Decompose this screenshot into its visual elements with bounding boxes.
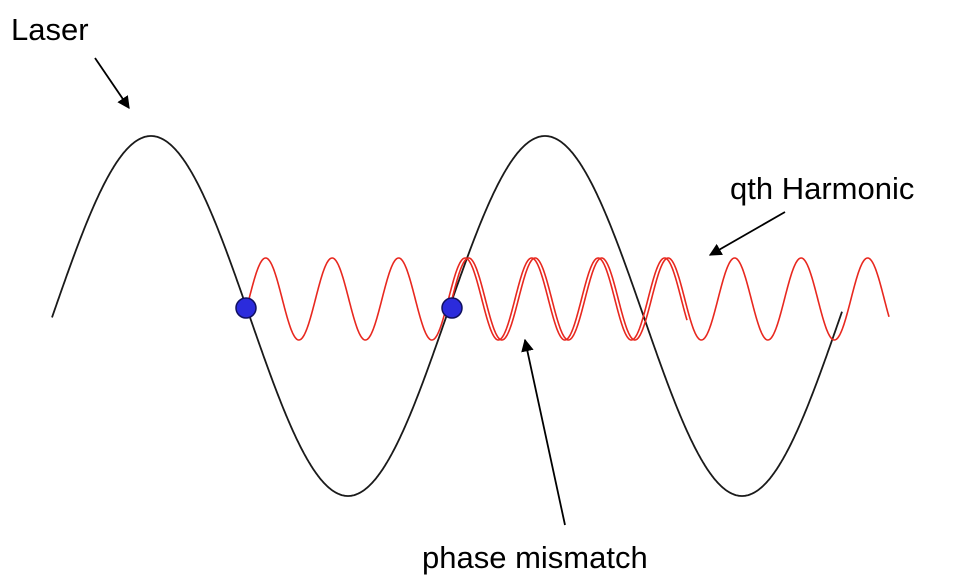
laser-label: Laser bbox=[11, 12, 89, 47]
phase-mismatch-label: phase mismatch bbox=[422, 540, 648, 575]
harmonic-wave-second bbox=[451, 257, 890, 341]
laser-arrow bbox=[94, 57, 130, 110]
zero-crossing-marker bbox=[441, 297, 463, 319]
zero-crossing-marker bbox=[235, 297, 257, 319]
harmonic-label: qth Harmonic bbox=[730, 171, 914, 206]
mismatch-arrow bbox=[521, 338, 566, 526]
harmonic-wave-first bbox=[248, 257, 688, 341]
harmonic-arrow bbox=[708, 211, 786, 256]
